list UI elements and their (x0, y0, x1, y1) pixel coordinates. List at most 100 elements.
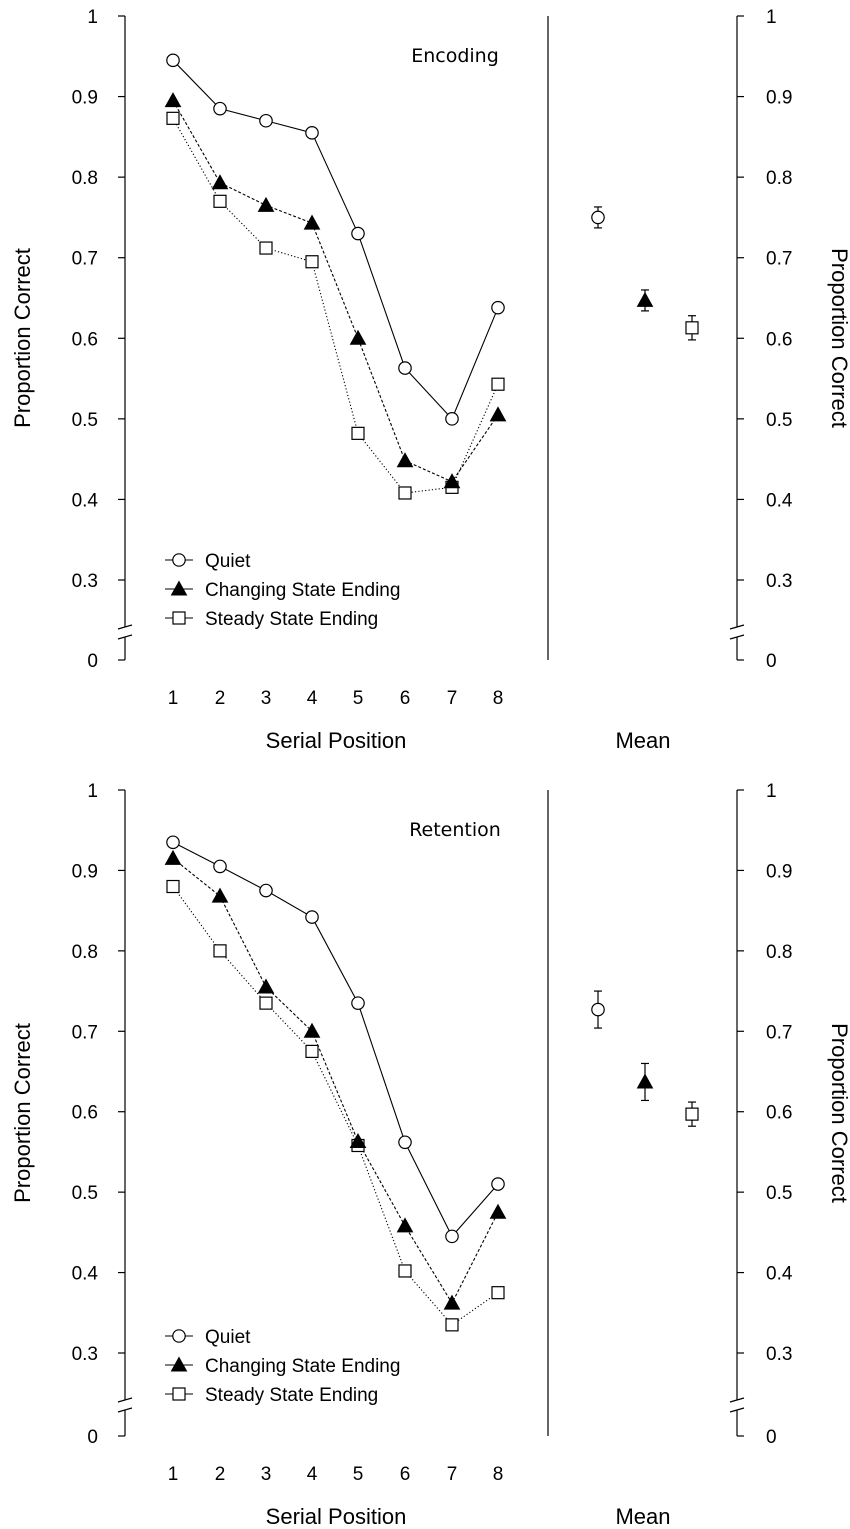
y-tick-label-right: 0.7 (766, 1022, 792, 1043)
data-point-steady-state-ending (398, 486, 412, 500)
axis-break-mark (729, 1397, 745, 1403)
y-tick-label-left: 0.7 (72, 1022, 98, 1043)
y-tick-label-right: 0 (766, 1427, 777, 1448)
y-tick-label-right: 0.4 (766, 490, 793, 511)
data-point-quiet (491, 300, 505, 315)
data-point-changing-state-ending (211, 887, 229, 903)
data-point-changing-state-ending (349, 1132, 367, 1148)
data-point-steady-state-ending (398, 1264, 412, 1278)
y-tick-label-left: 0.8 (72, 168, 98, 189)
x-tick-label: 7 (447, 1464, 458, 1485)
series-line-changing-state-ending (172, 857, 499, 1305)
y-tick-label-left: 0.3 (72, 1344, 98, 1365)
x-tick-label: 1 (168, 688, 179, 709)
y-axis-title-right: Proportion Correct (827, 248, 850, 428)
legend-label: Steady State Ending (205, 1385, 378, 1406)
y-tick-label-left: 0.8 (72, 942, 98, 963)
data-point-quiet (305, 126, 319, 140)
y-tick-label-left: 0.5 (72, 410, 98, 431)
y-tick-label-left: 1 (87, 781, 98, 802)
x-tick-label: 4 (307, 1464, 318, 1485)
legend-marker (172, 1329, 186, 1343)
mean-point-steady-state-ending (685, 321, 699, 335)
data-point-quiet (398, 1135, 412, 1150)
chart-panel-encoding: 0 0 0.3 0.3 0.4 0.4 0.5 0.5 0.6 0.6 0.7 0.7 0.8 0.8 0.… (10, 7, 850, 753)
data-point-changing-state-ending (164, 92, 182, 108)
data-point-changing-state-ending (349, 329, 367, 345)
y-tick-label-right: 1 (766, 7, 777, 28)
mean-point-quiet (591, 210, 605, 225)
y-tick-label-right: 0.9 (766, 861, 792, 882)
y-tick-label-right: 0.4 (766, 1264, 793, 1285)
data-point-quiet (491, 1177, 505, 1191)
y-tick-label-right: 0.5 (766, 1183, 792, 1204)
x-tick-label: 6 (400, 1464, 411, 1485)
x-tick-label: 4 (307, 688, 318, 709)
chart-panel-retention: 0 0 0.3 0.3 0.4 0.4 0.5 0.5 0.6 0.6 0.7 0.7 0.8 0.8 0.… (10, 781, 850, 1529)
data-point-steady-state-ending (445, 1318, 459, 1332)
panel-title: Retention (409, 819, 501, 841)
axis-break-mark (117, 624, 133, 630)
axis-break-mark (117, 634, 133, 640)
data-point-changing-state-ending (489, 406, 507, 422)
data-point-changing-state-ending (396, 452, 414, 468)
data-point-quiet (351, 226, 365, 241)
legend-label: Changing State Ending (205, 580, 400, 601)
data-point-changing-state-ending (257, 196, 275, 212)
data-point-changing-state-ending (257, 978, 275, 994)
axis-break-mark (729, 634, 745, 640)
data-point-steady-state-ending (305, 255, 319, 269)
series-line-steady-state-ending (172, 886, 499, 1326)
y-axis-title-right: Proportion Correct (827, 1023, 850, 1203)
y-tick-label-right: 0.3 (766, 1344, 792, 1365)
y-tick-label-right: 0.3 (766, 571, 792, 592)
x-tick-label: 8 (493, 688, 504, 709)
y-tick-label-left: 0.9 (72, 88, 98, 109)
y-tick-label-right: 0.7 (766, 249, 792, 270)
y-tick-label-right: 0.6 (766, 1103, 792, 1124)
axis-break-mark (117, 1407, 133, 1413)
data-point-changing-state-ending (396, 1217, 414, 1233)
data-point-quiet (351, 996, 365, 1010)
axis-break-mark (729, 1407, 745, 1413)
y-tick-label-right: 0.6 (766, 329, 792, 350)
data-point-changing-state-ending (303, 214, 321, 230)
legend-marker (170, 580, 188, 596)
y-tick-label-left: 0.4 (72, 1264, 99, 1285)
y-tick-label-right: 0.8 (766, 942, 792, 963)
data-point-quiet (445, 1229, 459, 1244)
x-tick-label: 2 (215, 688, 226, 709)
data-point-quiet (259, 883, 273, 898)
data-point-steady-state-ending (491, 1286, 505, 1300)
y-tick-label-left: 0.5 (72, 1183, 98, 1204)
y-tick-label-right: 0.8 (766, 168, 792, 189)
x-tick-label: 8 (493, 1464, 504, 1485)
legend-marker (170, 1356, 188, 1372)
data-point-changing-state-ending (489, 1203, 507, 1219)
y-tick-label-left: 0 (87, 1427, 98, 1448)
y-tick-label-right: 0.5 (766, 410, 792, 431)
y-tick-label-left: 0 (87, 651, 98, 672)
data-point-steady-state-ending (166, 879, 180, 894)
y-tick-label-right: 0 (766, 651, 777, 672)
data-point-changing-state-ending (303, 1022, 321, 1038)
axis-break-mark (117, 1397, 133, 1403)
y-tick-label-left: 0.3 (72, 571, 98, 592)
data-point-steady-state-ending (305, 1044, 319, 1058)
y-tick-label-left: 1 (87, 7, 98, 28)
data-point-steady-state-ending (166, 111, 180, 125)
data-point-steady-state-ending (213, 194, 227, 208)
axis-break-mark (729, 624, 745, 630)
data-point-steady-state-ending (491, 377, 505, 391)
data-point-quiet (398, 361, 412, 375)
x-tick-label: 3 (261, 1464, 272, 1485)
data-point-steady-state-ending (213, 944, 227, 958)
series-line-quiet (172, 59, 499, 420)
data-point-changing-state-ending (211, 174, 229, 190)
data-point-changing-state-ending (443, 1294, 461, 1310)
data-point-quiet (305, 910, 319, 924)
x-tick-label: 2 (215, 1464, 226, 1485)
legend-marker (172, 611, 186, 625)
y-tick-label-left: 0.9 (72, 861, 98, 882)
